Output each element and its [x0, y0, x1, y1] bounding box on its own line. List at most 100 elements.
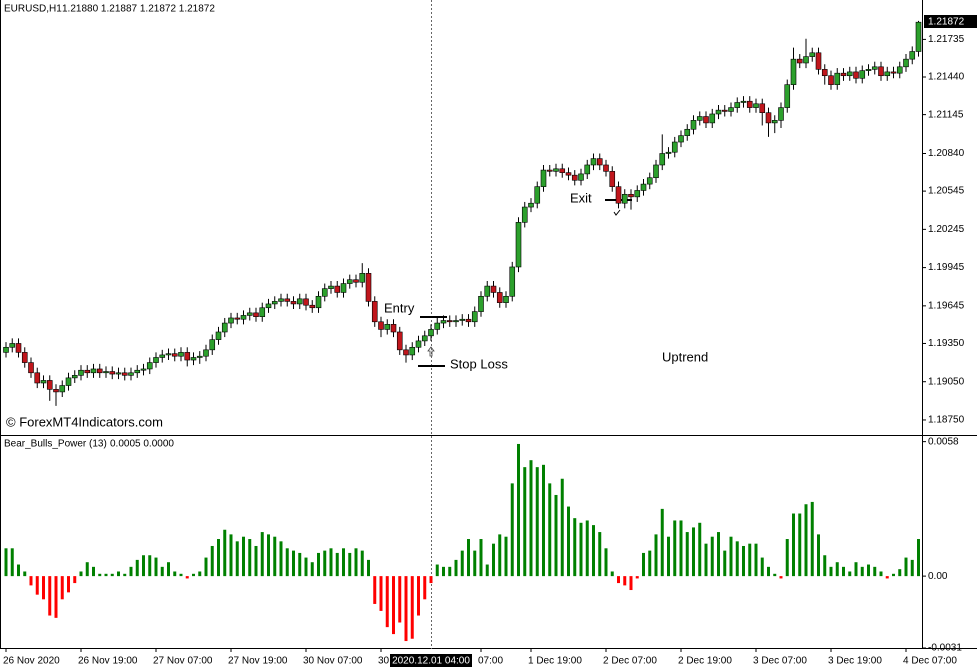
histogram-bar — [454, 559, 458, 577]
histogram-bar — [629, 576, 633, 591]
x-tick-label: 2 Dec 07:00 — [603, 656, 657, 667]
histogram-bar — [329, 548, 333, 577]
histogram-bar — [517, 443, 520, 577]
histogram-bar — [17, 564, 20, 577]
histogram-bar — [498, 534, 502, 577]
candle-body — [59, 385, 66, 393]
candle-body — [621, 193, 628, 204]
histogram-bar — [10, 548, 14, 577]
histogram-bar — [679, 520, 683, 577]
candle-body — [215, 331, 222, 340]
plot-layer: 1.21735 1.21440 1.21145 1.20840 1.20545 1.202… — [3, 20, 965, 667]
candle-body — [271, 301, 278, 305]
histogram-bar — [185, 576, 189, 579]
histogram-bar — [448, 566, 452, 577]
candle-body — [396, 331, 403, 351]
histogram-bar — [92, 566, 95, 577]
y-tick-label: 1.19050 — [928, 376, 965, 387]
candle-body — [365, 273, 372, 302]
histogram-bar — [510, 483, 514, 577]
histogram-bar — [792, 513, 795, 577]
candle-body — [228, 317, 234, 324]
candle-body — [678, 135, 684, 143]
histogram-bar — [535, 467, 539, 577]
candle-body — [328, 285, 334, 289]
histogram-bar — [548, 483, 552, 577]
candle-body — [603, 164, 609, 172]
histogram-bar — [267, 534, 270, 577]
histogram-bar — [229, 534, 233, 577]
candle-body — [128, 372, 134, 376]
indicator-title: Bear_Bulls_Power (13) — [4, 439, 107, 450]
candle-body — [503, 295, 509, 303]
candle-body — [746, 100, 753, 108]
histogram-bar — [554, 494, 558, 577]
histogram-bar — [760, 557, 764, 577]
histogram-bar — [423, 576, 427, 600]
candle-body — [496, 292, 503, 303]
histogram-bar — [654, 534, 658, 577]
candle-body — [459, 318, 466, 321]
histogram-bar — [729, 536, 733, 577]
y-tick-label: 1.18750 — [928, 415, 965, 426]
candle-body — [453, 320, 459, 323]
candle-body — [709, 113, 716, 124]
candle-body — [309, 304, 316, 309]
candle-body — [440, 320, 447, 324]
candle-body — [265, 303, 272, 309]
candle-body — [521, 206, 528, 223]
candle-body — [9, 343, 16, 348]
histogram-bar — [723, 550, 727, 577]
candle-body — [703, 116, 709, 124]
histogram-bar — [823, 555, 827, 577]
candle-body — [234, 317, 241, 320]
candle-body — [153, 357, 159, 363]
candle-body — [809, 52, 816, 57]
y-tick-label: 1.21735 — [928, 34, 965, 45]
candle-body — [721, 109, 728, 112]
candle-body — [903, 58, 909, 68]
histogram-bar — [567, 506, 570, 577]
histogram-bar — [473, 550, 477, 577]
x-tick-label: 30 Nov 07:00 — [303, 656, 363, 667]
histogram-bar — [854, 562, 858, 577]
x-tick-label: 3 Dec 19:00 — [828, 656, 882, 667]
histogram-bar — [842, 566, 845, 577]
histogram-bar — [860, 566, 864, 577]
candle-body — [728, 107, 734, 112]
candle-body — [478, 295, 484, 312]
histogram-bar — [479, 539, 483, 577]
candle-body — [165, 353, 172, 356]
candle-body — [203, 349, 209, 357]
candle-body — [134, 369, 141, 374]
histogram-bar — [279, 541, 283, 577]
y-tick-label: 1.20245 — [928, 224, 965, 235]
candle-body — [465, 318, 472, 323]
candle-body — [834, 72, 841, 85]
candle-body — [690, 120, 697, 130]
histogram-bar — [867, 564, 870, 577]
candle-body — [734, 102, 741, 108]
histogram-bar — [210, 545, 214, 577]
histogram-bar — [598, 532, 602, 577]
candle-body — [671, 141, 678, 153]
candle-body — [684, 128, 691, 136]
histogram-bar — [167, 562, 170, 577]
histogram-bar — [173, 571, 177, 577]
candle-body — [740, 100, 747, 103]
histogram-bar — [717, 532, 720, 577]
histogram-bar — [23, 571, 27, 577]
candle-body — [3, 346, 9, 353]
candle-body — [178, 352, 184, 357]
stop-loss-label: Stop Loss — [450, 356, 508, 371]
y-tick-label: -0.0031 — [928, 643, 962, 654]
x-tick-label: 27 Nov 07:00 — [153, 656, 213, 667]
histogram-bar — [154, 557, 158, 577]
candle-body — [696, 116, 703, 121]
histogram-bar — [904, 557, 908, 577]
candle-body — [665, 151, 672, 154]
candle-body — [540, 169, 547, 187]
histogram-bar — [304, 557, 308, 577]
histogram-bar — [560, 478, 564, 577]
